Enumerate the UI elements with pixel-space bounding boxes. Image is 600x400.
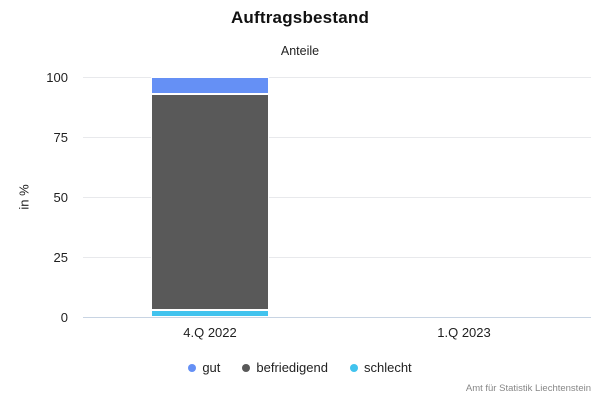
legend: gut befriedigend schlecht — [0, 360, 600, 375]
gridline-75 — [83, 136, 591, 138]
legend-label-gut: gut — [202, 360, 221, 375]
legend-item-gut[interactable]: gut — [188, 360, 220, 375]
plot-area — [83, 76, 591, 318]
bar-segment-gut[interactable] — [151, 77, 269, 94]
y-tick-label-100: 100 — [46, 70, 68, 85]
chart-title: Auftragsbestand — [230, 8, 370, 27]
x-tick-label-1.q-2023: 1.Q 2023 — [437, 325, 491, 340]
legend-item-schlecht[interactable]: schlecht — [349, 360, 412, 375]
bar-segment-befriedigend[interactable] — [151, 93, 269, 310]
legend-item-befriedigend[interactable]: befriedigend — [242, 360, 328, 375]
chart-subtitle: Anteile — [280, 44, 320, 58]
legend-dot-gut — [188, 363, 197, 372]
y-axis-ticks: 0 25 50 75 100 — [0, 70, 72, 325]
gridline-100 — [83, 76, 591, 78]
legend-label-befriedigend: befriedigend — [256, 360, 328, 375]
gridline-25 — [83, 256, 591, 258]
y-tick-label-75: 75 — [53, 130, 68, 145]
legend-dot-befriedigend — [242, 363, 251, 372]
x-tick-label-4.q-2022: 4.Q 2022 — [183, 325, 237, 340]
source-credit: Amt für Statistik Liechtenstein — [465, 383, 591, 394]
zero-gridline — [83, 316, 591, 318]
bar-segment-schlecht[interactable] — [151, 309, 269, 317]
legend-dot-schlecht — [349, 363, 358, 372]
stacked-bar-4.q-2022 — [151, 77, 269, 317]
y-tick-label-25: 25 — [53, 250, 68, 265]
gridline-50 — [83, 196, 591, 198]
y-tick-label-50: 50 — [53, 190, 68, 205]
y-tick-label-0: 0 — [60, 310, 68, 325]
legend-label-schlecht: schlecht — [363, 360, 412, 375]
